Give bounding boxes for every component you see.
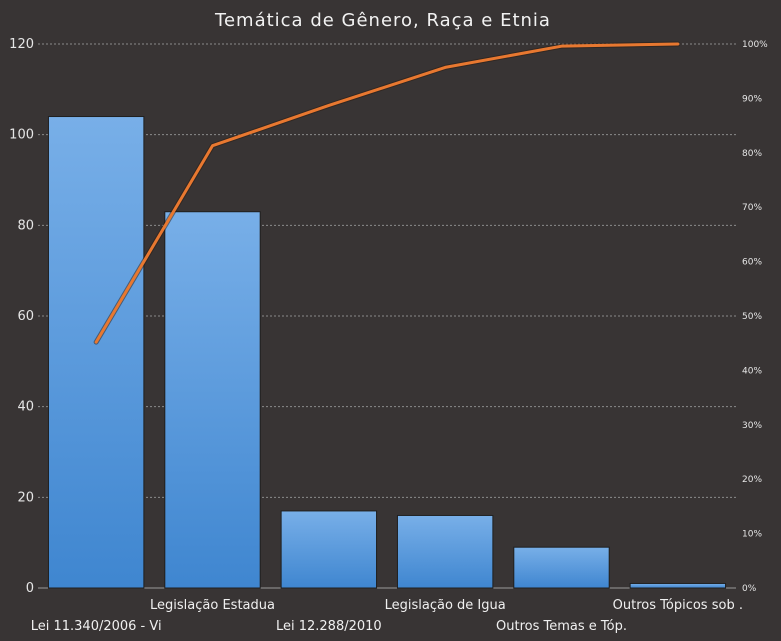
y2-tick-label: 70% <box>742 203 762 213</box>
x-tick-label: Outros Temas e Tóp. <box>496 619 627 634</box>
y2-tick-label: 80% <box>742 149 762 159</box>
bar <box>629 582 727 589</box>
secondary-y-axis: 0% 10% 20% 30% 40% 50% 60% 70% 80% 90% 100% <box>742 40 768 594</box>
y2-tick-label: 20% <box>742 475 762 485</box>
y-tick-label: 0 <box>26 581 34 596</box>
bar <box>396 514 494 589</box>
bar <box>513 546 610 589</box>
y2-tick-label: 0% <box>742 584 757 594</box>
y2-tick-label: 60% <box>742 258 762 268</box>
x-tick-label: Lei 11.340/2006 - Vi <box>31 619 162 634</box>
y-tick-label: 40 <box>17 400 34 415</box>
bar <box>280 510 378 589</box>
y-tick-label: 60 <box>17 309 34 324</box>
x-tick-label: Outros Tópicos sob . <box>613 598 743 613</box>
x-tick-label: Lei 12.288/2010 <box>276 619 382 634</box>
y2-tick-label: 90% <box>742 94 762 104</box>
bar-series <box>47 116 727 589</box>
y-tick-label: 20 <box>17 490 34 505</box>
y2-tick-label: 50% <box>742 312 762 322</box>
chart-title: Temática de Gênero, Raça e Etnia <box>214 10 551 31</box>
y-tick-label: 100 <box>9 128 34 143</box>
y-tick-label: 120 <box>9 37 34 52</box>
y2-tick-label: 100% <box>742 40 768 50</box>
y2-tick-label: 10% <box>742 530 762 540</box>
y2-tick-label: 40% <box>742 366 762 376</box>
x-tick-label: Legislação Estadua <box>150 598 275 613</box>
x-tick-label: Legislação de Igua <box>385 598 506 613</box>
gridlines <box>38 43 736 589</box>
cumulative-line <box>94 42 680 344</box>
primary-y-axis: 0 20 40 60 80 100 120 <box>9 37 34 596</box>
cumulative-line-series <box>93 41 681 345</box>
y-tick-label: 80 <box>17 218 34 233</box>
y2-tick-label: 30% <box>742 421 762 431</box>
bar <box>47 116 145 589</box>
bar <box>164 211 261 589</box>
